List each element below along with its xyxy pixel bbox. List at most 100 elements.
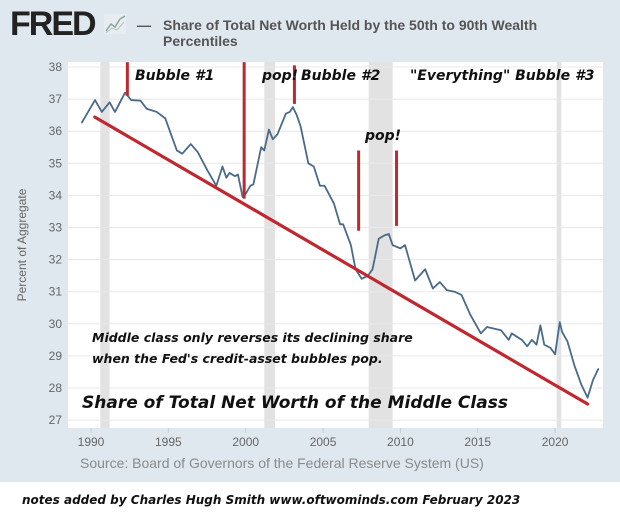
data-point — [146, 108, 148, 110]
x-tick-label: 1990 — [78, 435, 105, 449]
data-point — [388, 233, 390, 235]
footer-background — [0, 482, 620, 520]
data-point — [252, 183, 255, 185]
data-point — [531, 339, 533, 341]
data-point — [260, 146, 262, 148]
data-point — [221, 165, 224, 168]
data-point — [156, 111, 158, 113]
annotation-pop-1: pop! — [261, 68, 298, 84]
data-point — [289, 111, 291, 113]
data-point — [234, 175, 236, 177]
annotation-note-line1: Middle class only reverses its declining… — [92, 330, 413, 345]
data-point — [300, 125, 302, 127]
data-point — [225, 177, 227, 179]
data-point — [164, 117, 166, 119]
data-point — [486, 326, 488, 328]
recession-band — [556, 62, 562, 428]
x-tick-label: 2010 — [387, 435, 414, 449]
data-point — [197, 151, 199, 153]
data-point — [543, 344, 545, 346]
data-point — [559, 321, 561, 323]
data-point — [101, 111, 103, 113]
data-point — [566, 340, 569, 343]
recession-band — [368, 62, 393, 428]
data-point — [181, 153, 183, 155]
legend-line-dash: — — [137, 17, 151, 33]
fred-logo: FRED — [10, 5, 96, 43]
fred-logo-chart-icon — [104, 14, 126, 34]
data-point — [276, 133, 279, 136]
data-point — [460, 294, 463, 296]
data-point — [313, 165, 315, 168]
data-point — [597, 368, 600, 370]
chart-title-line1: Share of Total Net Worth Held by the 50t… — [163, 17, 537, 33]
data-point — [323, 185, 326, 187]
x-tick-label: 2000 — [232, 435, 259, 449]
data-point — [424, 268, 426, 270]
data-point — [549, 347, 552, 349]
data-point — [268, 128, 270, 131]
data-point — [130, 99, 132, 101]
plot-area — [68, 62, 603, 428]
data-point — [561, 331, 563, 333]
data-point — [206, 169, 208, 171]
data-point — [511, 332, 513, 335]
y-tick-label: 38 — [49, 60, 63, 74]
data-point — [453, 291, 456, 293]
data-point — [342, 223, 344, 225]
x-tick-label: 2015 — [464, 435, 491, 449]
y-tick-label: 32 — [49, 253, 63, 267]
recession-band — [264, 62, 276, 428]
annotation-pop-2: pop! — [364, 128, 401, 144]
data-point — [263, 149, 265, 152]
data-point — [378, 238, 380, 240]
y-tick-label: 30 — [49, 317, 63, 331]
data-point — [81, 122, 83, 124]
y-tick-label: 29 — [49, 349, 63, 363]
y-tick-label: 28 — [49, 381, 63, 395]
data-point — [586, 397, 589, 399]
data-point — [554, 353, 556, 355]
data-point — [469, 313, 471, 315]
source-note: Source: Board of Governors of the Federa… — [80, 455, 484, 471]
data-point — [307, 162, 309, 164]
data-point — [404, 244, 406, 246]
data-point — [292, 106, 294, 108]
data-point — [573, 364, 576, 367]
data-point — [392, 244, 394, 246]
trend-line — [93, 115, 590, 406]
x-tick-label: 2020 — [542, 435, 569, 449]
data-point — [508, 339, 510, 341]
data-point — [124, 92, 126, 94]
data-point — [139, 100, 142, 102]
data-point — [176, 149, 178, 152]
y-tick-label: 35 — [49, 156, 63, 170]
data-point — [383, 234, 385, 237]
y-axis-label: Percent of Aggregate — [15, 188, 29, 301]
data-point — [285, 112, 287, 115]
data-point — [521, 339, 523, 341]
data-point — [350, 244, 352, 246]
data-point — [333, 202, 335, 205]
data-point — [446, 289, 448, 291]
data-point — [94, 99, 96, 101]
data-point — [339, 223, 341, 225]
data-point — [500, 329, 502, 331]
data-point — [526, 345, 528, 347]
data-point — [371, 268, 374, 270]
y-tick-label: 36 — [49, 124, 63, 138]
data-point — [592, 379, 594, 381]
y-tick-label: 27 — [49, 413, 63, 427]
data-point — [319, 185, 321, 187]
data-point — [228, 172, 231, 174]
data-point — [249, 185, 251, 187]
data-point — [190, 143, 192, 145]
data-point — [439, 281, 441, 283]
x-tick-label: 1995 — [155, 435, 182, 449]
recession-band — [100, 62, 110, 428]
data-point — [539, 324, 542, 327]
data-point — [580, 384, 582, 386]
data-point — [414, 279, 416, 282]
data-point — [535, 344, 538, 346]
